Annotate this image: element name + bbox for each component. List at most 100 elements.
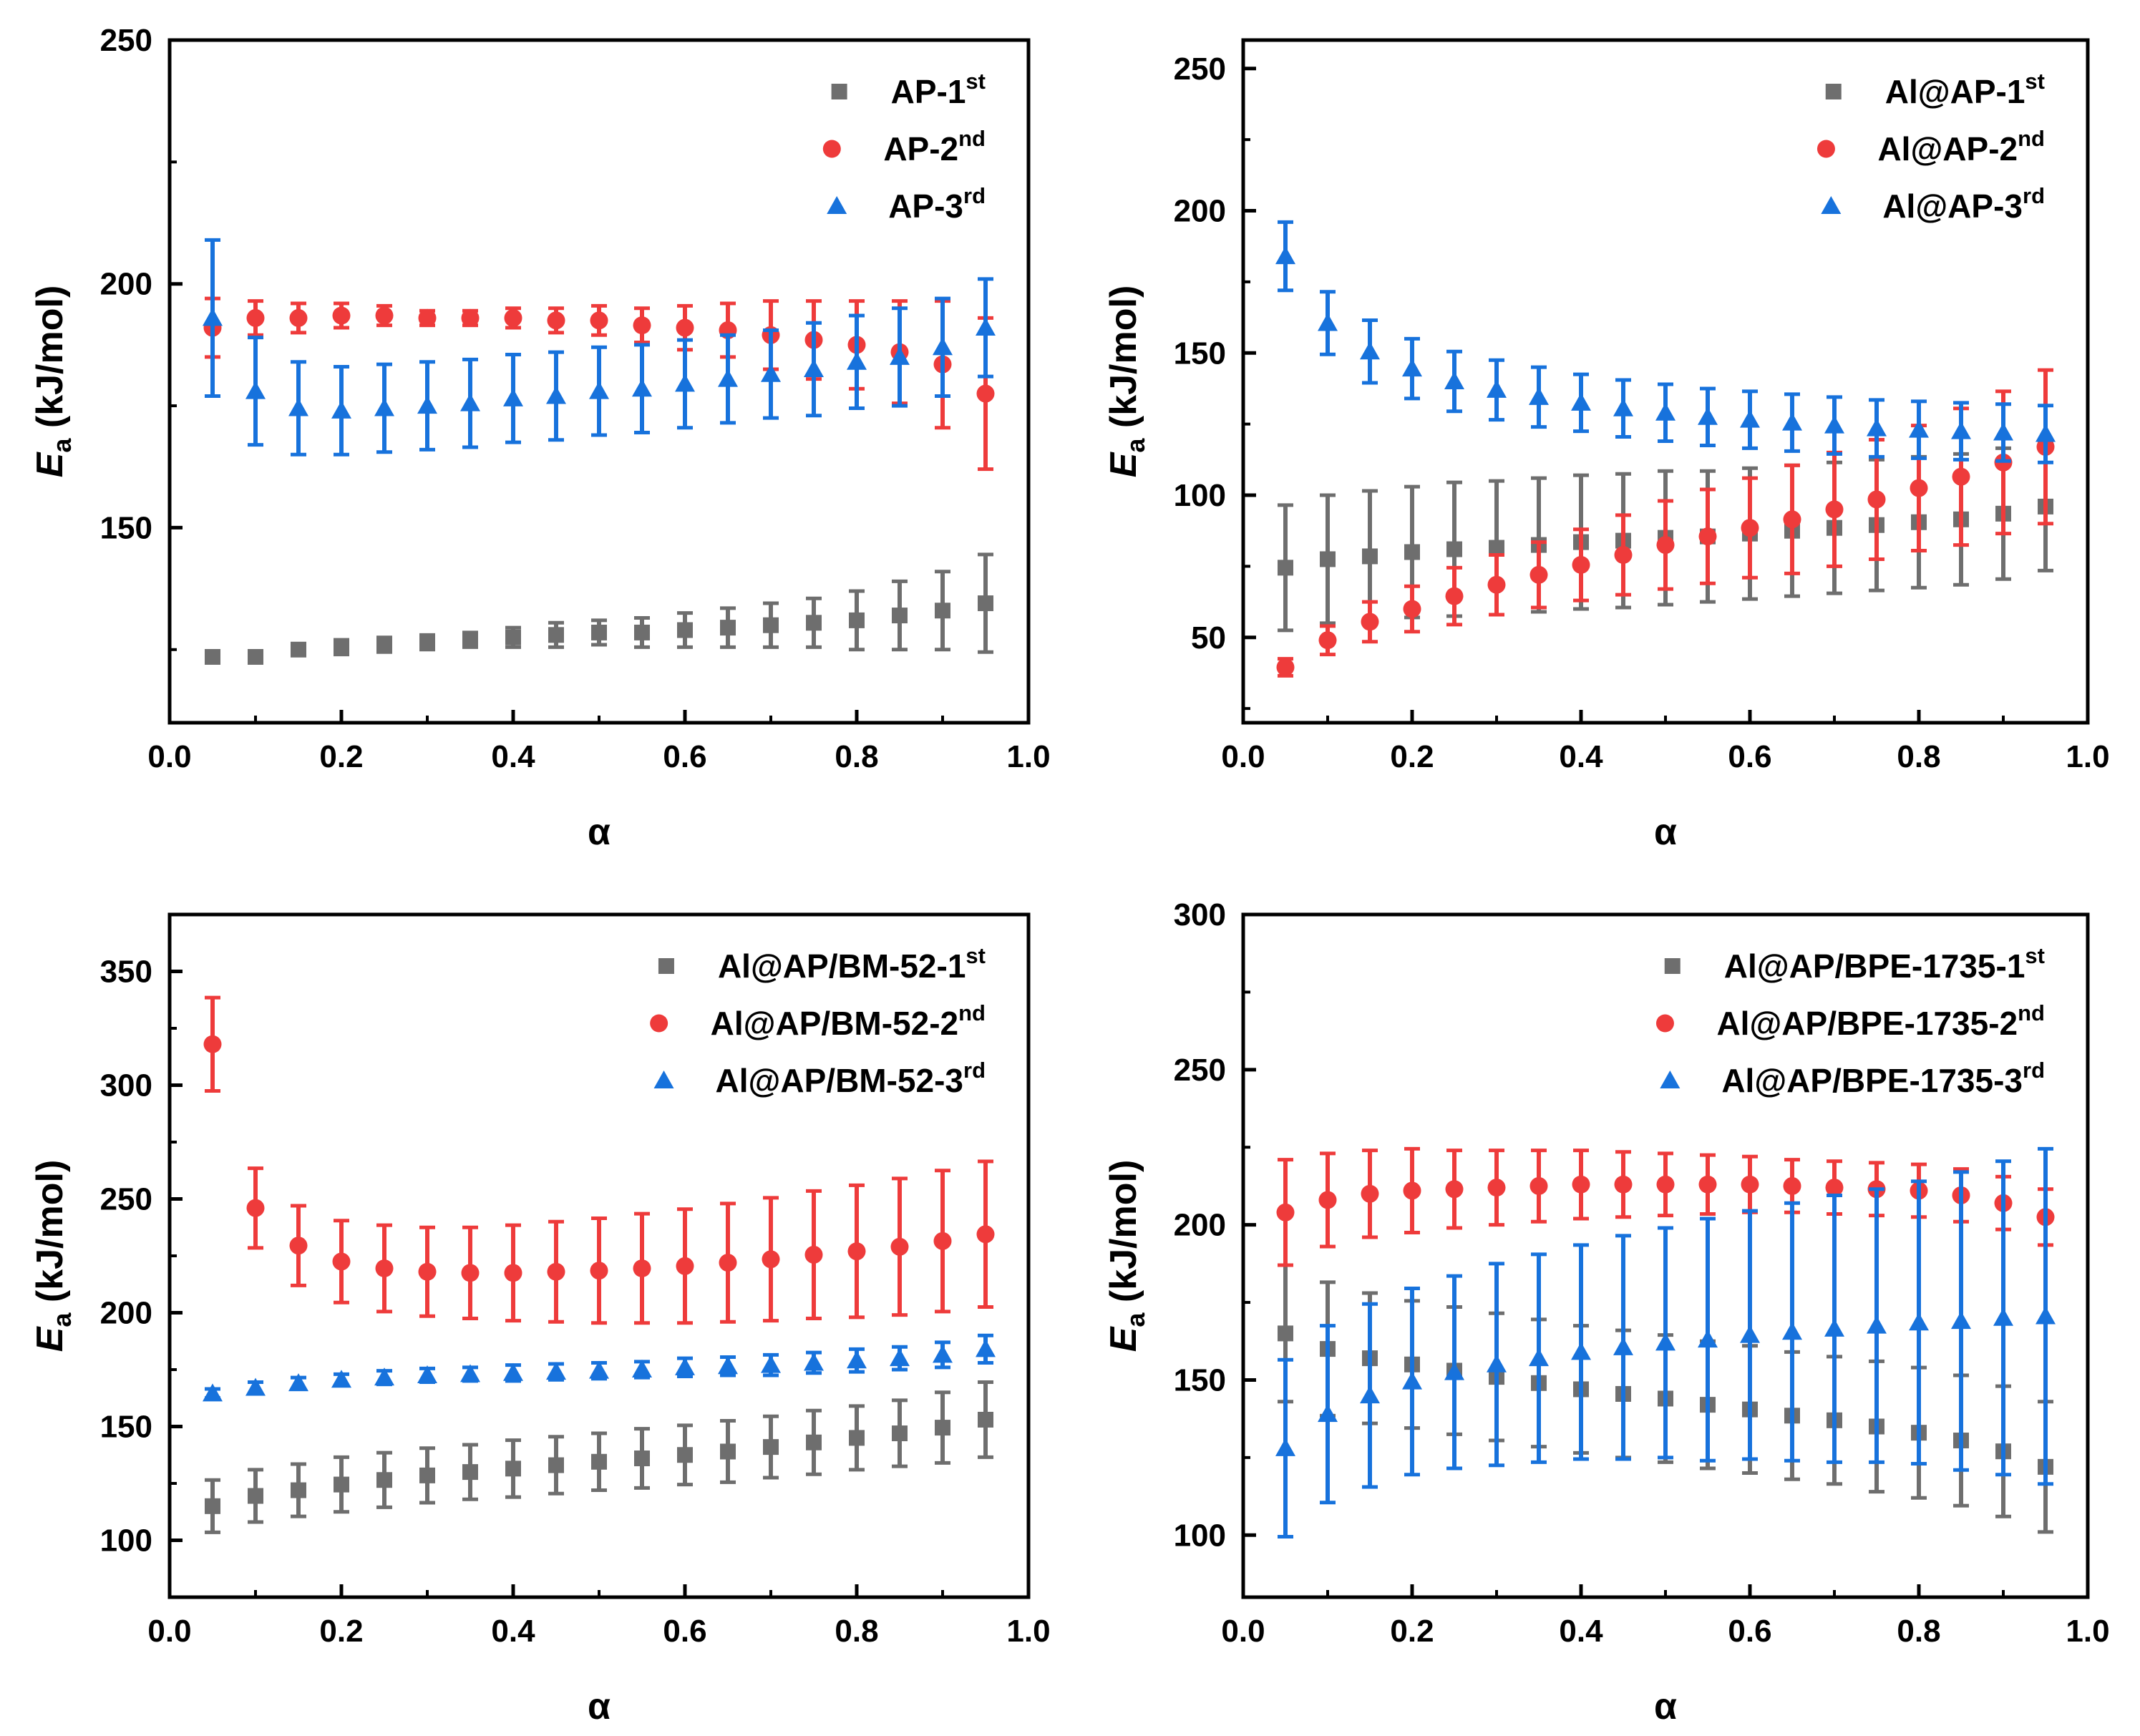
data-point: [1487, 1179, 1506, 1197]
chart-panel-b: 0.0 0.2 0.4 0.6 0.8 1.0 50 100 150 200 250 α Ea (kJ/…: [1103, 38, 2110, 853]
data-point: [2036, 424, 2056, 442]
x-tick-label: 0.6: [1728, 739, 1771, 774]
data-point: [2036, 1306, 2056, 1325]
data-point: [632, 379, 652, 397]
data-point: [547, 311, 565, 330]
data-point: [892, 608, 908, 624]
data-point: [1444, 371, 1464, 389]
data-point: [203, 308, 223, 326]
legend: AP-1st AP-2nd AP-3rd: [822, 69, 986, 225]
data-point: [1529, 1348, 1549, 1367]
data-point: [1402, 359, 1422, 377]
data-point: [1655, 402, 1675, 421]
data-point: [632, 1360, 652, 1377]
data-point: [1782, 412, 1802, 431]
data-point: [633, 1259, 651, 1277]
data-point: [461, 1264, 480, 1282]
data-point: [1362, 548, 1378, 565]
legend-label: Al@AP/BM-52-1st: [718, 943, 986, 985]
legend: Al@AP/BPE-1735-1st Al@AP/BPE-1735-2nd Al@A…: [1655, 943, 2045, 1099]
legend-label: AP-3rd: [888, 183, 986, 225]
data-point: [1867, 1315, 1887, 1334]
data-point: [1318, 1404, 1338, 1423]
data-point: [634, 624, 650, 640]
data-point: [847, 351, 867, 370]
legend: Al@AP-1st Al@AP-2nd Al@AP-3rd: [1816, 69, 2045, 225]
data-point: [976, 384, 995, 403]
legend-marker: [1660, 1071, 1681, 1088]
x-tick-label: 0.8: [1897, 1614, 1940, 1649]
data-point: [462, 1464, 478, 1481]
legend-marker: [653, 1071, 674, 1088]
data-point: [1402, 1371, 1422, 1390]
data-point: [248, 649, 263, 665]
data-point: [504, 308, 522, 327]
data-point: [1275, 246, 1295, 265]
series-2: [1276, 368, 2055, 678]
x-tick-label: 0.4: [491, 739, 535, 774]
data-point: [1487, 379, 1507, 398]
data-point: [591, 624, 607, 640]
data-point: [1572, 1175, 1590, 1194]
legend-marker: [650, 1014, 668, 1033]
data-point: [288, 1373, 308, 1392]
data-point: [546, 386, 566, 404]
data-point: [1318, 631, 1337, 650]
y-axis-title: Ea (kJ/mol): [1103, 1160, 1150, 1352]
data-point: [1824, 1318, 1844, 1337]
data-point: [675, 374, 695, 392]
data-point: [418, 308, 437, 327]
data-point: [504, 1264, 522, 1282]
data-point: [720, 1443, 736, 1460]
y-tick-label: 50: [1191, 620, 1226, 655]
data-point: [289, 308, 308, 327]
x-tick-label: 0.4: [1559, 1614, 1603, 1649]
data-point: [1318, 313, 1338, 331]
data-point: [546, 1362, 566, 1380]
legend-label: Al@AP/BM-52-3rd: [716, 1058, 986, 1099]
data-point: [1403, 600, 1421, 618]
data-point: [1529, 386, 1549, 405]
data-point: [804, 359, 824, 377]
data-point: [503, 1362, 523, 1381]
legend-label: Al@AP/BPE-1735-1st: [1724, 943, 2045, 985]
data-point: [634, 1450, 650, 1467]
series-3: [203, 1333, 996, 1402]
data-point: [334, 1476, 349, 1493]
data-point: [374, 398, 394, 416]
data-point: [291, 1482, 306, 1498]
series-3: [203, 238, 996, 457]
data-point: [1276, 658, 1295, 676]
data-point: [417, 396, 437, 414]
data-point: [675, 1357, 695, 1375]
data-point: [1824, 415, 1844, 434]
data-point: [676, 1257, 694, 1275]
data-point: [1361, 613, 1379, 631]
y-tick-label: 250: [1174, 1053, 1226, 1088]
data-point: [1445, 1180, 1464, 1199]
y-tick-label: 150: [1174, 1362, 1226, 1398]
legend-label: Al@AP-3rd: [1882, 183, 2045, 225]
data-point: [718, 1356, 738, 1375]
data-point: [332, 1252, 351, 1271]
data-point: [547, 1262, 565, 1281]
y-tick-label: 150: [100, 1410, 152, 1445]
data-point: [935, 603, 950, 619]
series-2: [203, 995, 995, 1325]
data-point: [804, 1352, 824, 1371]
data-point: [548, 1457, 564, 1473]
legend-marker: [1664, 958, 1681, 974]
data-point: [590, 1262, 608, 1280]
data-point: [291, 641, 306, 658]
data-point: [376, 1472, 392, 1488]
data-point: [1783, 510, 1801, 529]
data-point: [1529, 1176, 1548, 1195]
data-point: [1993, 1307, 2013, 1326]
x-tick-label: 0.2: [319, 1614, 363, 1649]
data-point: [1571, 392, 1591, 411]
data-point: [245, 1377, 266, 1396]
data-point: [1487, 1354, 1507, 1372]
legend-marker: [1655, 1014, 1674, 1033]
data-point: [1444, 1362, 1464, 1380]
